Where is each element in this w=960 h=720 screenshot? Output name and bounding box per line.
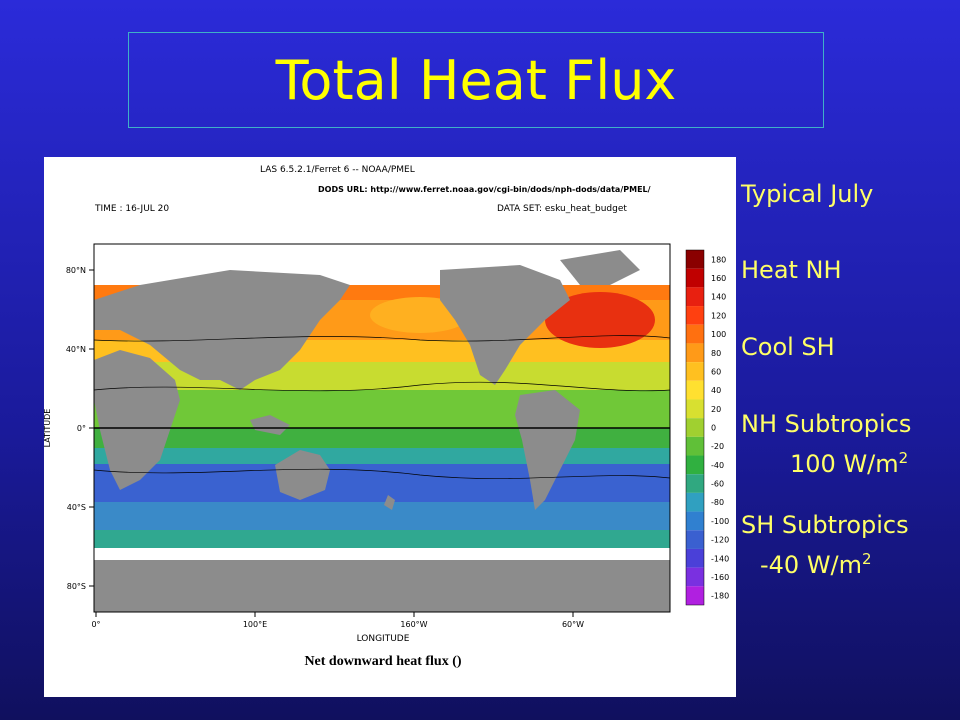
colorbar-label: 180: [711, 255, 726, 264]
colorbar-swatch: [686, 324, 704, 344]
note-value: 100 W/m2: [790, 449, 908, 478]
colorbar-label: -100: [711, 517, 729, 526]
colorbar-label: -140: [711, 554, 729, 563]
y-tick-label: 40°N: [66, 345, 86, 354]
note-exponent: 2: [898, 449, 909, 467]
note-label: Heat NH: [741, 256, 842, 284]
colorbar-label: 140: [711, 293, 726, 302]
colorbar-swatch: [686, 492, 704, 512]
colorbar-label: 0: [711, 424, 716, 433]
colorbar-swatch: [686, 455, 704, 475]
y-tick-label: 40°S: [67, 503, 86, 512]
colorbar-swatch: [686, 530, 704, 549]
header-url: DODS URL: http://www.ferret.noaa.gov/cgi…: [318, 185, 651, 194]
header-dataset: DATA SET: esku_heat_budget: [497, 204, 627, 214]
colorbar-swatch: [686, 586, 704, 605]
colorbar-swatch: [686, 343, 704, 363]
slide-title: Total Heat Flux: [275, 48, 677, 112]
colorbar-label: -160: [711, 573, 729, 582]
x-ticks: 0° 100°E 160°W 60°W: [91, 612, 584, 629]
colorbar-label: 60: [711, 367, 721, 376]
note-value: -40 W/m2: [760, 550, 872, 579]
x-tick-label: 100°E: [243, 620, 267, 629]
colorbar-swatch: [686, 418, 704, 437]
colorbar-swatch: [686, 399, 704, 419]
colorbar-swatch: [686, 436, 704, 456]
colorbar-swatch: [686, 362, 704, 381]
colorbar-label: 20: [711, 405, 721, 414]
y-tick-label: 80°N: [66, 266, 86, 275]
note-label: Typical July: [741, 180, 874, 208]
figure: LAS 6.5.2.1/Ferret 6 -- NOAA/PMEL DODS U…: [44, 157, 736, 697]
colorbar-label: -20: [711, 442, 724, 451]
y-tick-label: 80°S: [67, 582, 86, 591]
colorbar-label: -120: [711, 536, 729, 545]
colorbar-swatch: [686, 548, 704, 568]
caption: Net downward heat flux (): [304, 654, 461, 669]
colorbar-label: 80: [711, 349, 721, 358]
colorbar-label: -40: [711, 461, 724, 470]
note-label: SH Subtropics: [741, 511, 909, 539]
colorbar-label: -80: [711, 498, 724, 507]
header-time: TIME : 16-JUL 20: [94, 204, 169, 214]
colorbar-swatch: [686, 287, 704, 307]
note-value-text: -40 W/m: [760, 551, 863, 579]
colorbar-swatch: [686, 567, 704, 587]
colorbar-swatch: [686, 511, 704, 531]
colorbar-label: -60: [711, 480, 724, 489]
map: [94, 244, 670, 612]
x-tick-label: 160°W: [400, 620, 427, 629]
colorbar-label: 40: [711, 386, 721, 395]
y-tick-label: 0°: [77, 424, 86, 433]
colorbar-swatch: [686, 474, 704, 493]
colorbar-swatch: [686, 380, 704, 400]
y-ticks: 80°N 40°N 0° 40°S 80°S: [66, 266, 94, 591]
colorbar-label: -180: [711, 592, 729, 601]
x-tick-label: 60°W: [562, 620, 584, 629]
colorbar-swatch: [686, 268, 704, 288]
colorbar-swatch: [686, 306, 704, 325]
title-box: Total Heat Flux: [128, 32, 824, 128]
colorbar-label: 160: [711, 274, 726, 283]
colorbar: 180 160 140 120 100 80 60 40 20 0 -20 -40 -60 -80 -100…: [685, 249, 729, 606]
colorbar-frame: [685, 249, 705, 606]
header-line: LAS 6.5.2.1/Ferret 6 -- NOAA/PMEL: [260, 165, 415, 175]
note-label: Cool SH: [741, 333, 835, 361]
colorbar-label: 120: [711, 311, 726, 320]
note-label: NH Subtropics: [741, 410, 912, 438]
x-tick-label: 0°: [91, 620, 100, 629]
note-value-text: 100 W/m: [790, 450, 899, 478]
colorbar-label: 100: [711, 330, 726, 339]
x-axis-label: LONGITUDE: [357, 634, 410, 644]
colorbar-swatch: [686, 250, 704, 269]
y-axis-label: LATITUDE: [44, 409, 52, 448]
note-exponent: 2: [862, 550, 872, 568]
